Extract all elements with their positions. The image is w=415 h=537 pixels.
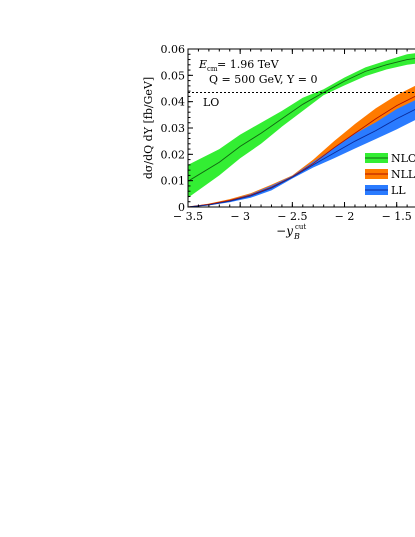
y-tick-label: 0.03 <box>161 122 186 135</box>
nll-band <box>188 85 415 207</box>
ecm-symbol: E <box>198 58 207 71</box>
legend-label-nlo: NLO <box>391 152 415 165</box>
nll-central-line <box>188 95 415 207</box>
ecm-value: = 1.96 TeV <box>217 58 280 71</box>
annotation-q-y: Q = 500 GeV, Y = 0 <box>209 73 318 86</box>
ll-central-line <box>188 109 415 207</box>
x-tick-label: − 3 <box>230 210 250 223</box>
legend: NLO NLL LL <box>365 152 415 197</box>
x-tick-label: − 1.5 <box>382 210 412 223</box>
legend-label-ll: LL <box>391 184 406 197</box>
legend-label-nll: NLL <box>391 168 415 181</box>
annotation-ecm: E cm = 1.96 TeV <box>198 58 280 73</box>
central-lines <box>188 58 415 207</box>
y-tick-label: 0.01 <box>161 175 186 188</box>
y-axis-label: dσ/dQ dY [fb/GeV] <box>142 77 155 179</box>
x-axis-label-sub: B <box>293 232 300 241</box>
y-tick-label: 0.06 <box>161 43 186 56</box>
x-axis-label-main: −y <box>276 224 293 238</box>
y-tick-label: 0.05 <box>161 69 186 82</box>
x-tick-label: − 3.5 <box>173 210 203 223</box>
nlo-band <box>188 53 415 198</box>
axis-tick-labels: − 3.5 − 3 − 2.5 − 2 − 1.5 0 0.01 0.02 0.03 0.04 0.… <box>161 43 412 223</box>
legend-item-ll: LL <box>365 184 406 197</box>
lo-label: LO <box>203 96 219 109</box>
y-tick-label: 0.04 <box>161 96 186 109</box>
ecm-subscript: cm <box>207 65 218 73</box>
x-tick-label: − 2 <box>335 210 355 223</box>
uncertainty-bands <box>188 53 415 207</box>
axis-ticks <box>187 48 408 208</box>
x-tick-label: − 2.5 <box>277 210 307 223</box>
x-axis-label-sup: cut <box>295 223 306 231</box>
legend-item-nlo: NLO <box>365 152 415 165</box>
y-tick-label: 0 <box>178 201 185 214</box>
nlo-central-line <box>188 58 415 182</box>
x-axis-label: −y B cut <box>276 223 306 241</box>
legend-item-nll: NLL <box>365 168 415 181</box>
y-tick-label: 0.02 <box>161 148 186 161</box>
